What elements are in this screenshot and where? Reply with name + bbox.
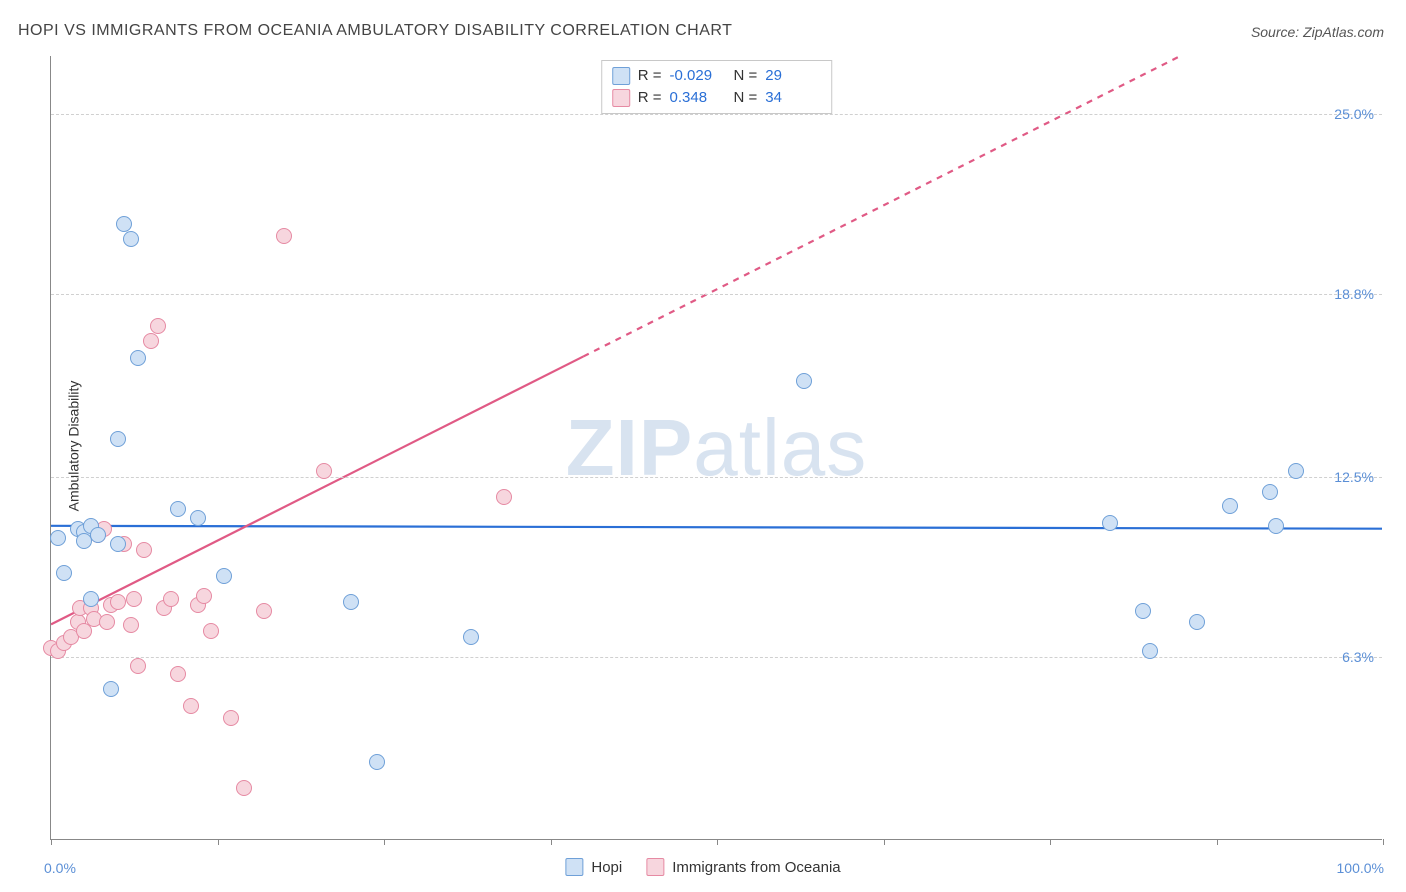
y-tick-label: 6.3% <box>1342 649 1374 665</box>
oceania-point <box>150 318 166 334</box>
legend-row-hopi: R = -0.029 N = 29 <box>612 65 822 87</box>
oceania-point <box>256 603 272 619</box>
oceania-point <box>170 666 186 682</box>
source-attribution: Source: ZipAtlas.com <box>1251 24 1384 40</box>
hopi-point <box>1262 484 1278 500</box>
hopi-point <box>463 629 479 645</box>
hopi-point <box>1102 515 1118 531</box>
swatch-hopi <box>565 858 583 876</box>
legend-label-oceania: Immigrants from Oceania <box>672 859 840 876</box>
series-legend: Hopi Immigrants from Oceania <box>565 858 840 876</box>
oceania-point <box>110 594 126 610</box>
gridline <box>51 477 1382 478</box>
legend-row-oceania: R = 0.348 N = 34 <box>612 87 822 109</box>
hopi-point <box>170 501 186 517</box>
hopi-point <box>216 568 232 584</box>
hopi-point <box>369 754 385 770</box>
hopi-point <box>123 231 139 247</box>
x-tick <box>551 839 552 845</box>
y-tick-label: 18.8% <box>1334 286 1374 302</box>
plot-area: ZIPatlas R = -0.029 N = 29 R = 0.348 N =… <box>50 56 1382 840</box>
r-value-hopi: -0.029 <box>670 65 726 87</box>
hopi-point <box>1142 643 1158 659</box>
oceania-point <box>143 333 159 349</box>
hopi-point <box>130 350 146 366</box>
watermark: ZIPatlas <box>566 402 867 494</box>
x-tick <box>884 839 885 845</box>
gridline <box>51 657 1382 658</box>
hopi-point <box>1189 614 1205 630</box>
x-tick <box>51 839 52 845</box>
y-tick-label: 12.5% <box>1334 469 1374 485</box>
oceania-point <box>196 588 212 604</box>
watermark-bold: ZIP <box>566 403 693 492</box>
x-tick <box>218 839 219 845</box>
oceania-point <box>183 698 199 714</box>
gridline <box>51 114 1382 115</box>
hopi-point <box>1268 518 1284 534</box>
oceania-point <box>130 658 146 674</box>
hopi-point <box>1135 603 1151 619</box>
swatch-hopi <box>612 67 630 85</box>
r-value-oceania: 0.348 <box>670 87 726 109</box>
x-max-label: 100.0% <box>1337 860 1384 876</box>
n-label: N = <box>734 87 758 109</box>
oceania-point <box>236 780 252 796</box>
oceania-point <box>223 710 239 726</box>
hopi-point <box>103 681 119 697</box>
r-label: R = <box>638 87 662 109</box>
oceania-point <box>126 591 142 607</box>
correlation-legend: R = -0.029 N = 29 R = 0.348 N = 34 <box>601 60 833 114</box>
legend-label-hopi: Hopi <box>591 859 622 876</box>
oceania-point <box>276 228 292 244</box>
oceania-point <box>123 617 139 633</box>
hopi-point <box>83 591 99 607</box>
hopi-point <box>110 431 126 447</box>
hopi-point <box>56 565 72 581</box>
x-tick <box>384 839 385 845</box>
x-min-label: 0.0% <box>44 860 76 876</box>
legend-item-hopi: Hopi <box>565 858 622 876</box>
trend-lines <box>51 56 1382 839</box>
x-tick <box>1050 839 1051 845</box>
n-value-oceania: 34 <box>765 87 821 109</box>
hopi-point <box>1222 498 1238 514</box>
oceania-point <box>496 489 512 505</box>
gridline <box>51 294 1382 295</box>
hopi-point <box>1288 463 1304 479</box>
oceania-point <box>163 591 179 607</box>
chart-title: HOPI VS IMMIGRANTS FROM OCEANIA AMBULATO… <box>18 22 732 40</box>
hopi-point <box>90 527 106 543</box>
y-tick-label: 25.0% <box>1334 106 1374 122</box>
oceania-point <box>203 623 219 639</box>
swatch-oceania <box>646 858 664 876</box>
oceania-point <box>136 542 152 558</box>
x-tick <box>1217 839 1218 845</box>
watermark-light: atlas <box>693 403 867 492</box>
n-value-hopi: 29 <box>765 65 821 87</box>
hopi-point <box>50 530 66 546</box>
hopi-point <box>343 594 359 610</box>
r-label: R = <box>638 65 662 87</box>
hopi-point <box>190 510 206 526</box>
swatch-oceania <box>612 89 630 107</box>
n-label: N = <box>734 65 758 87</box>
legend-item-oceania: Immigrants from Oceania <box>646 858 840 876</box>
hopi-point <box>796 373 812 389</box>
hopi-point <box>110 536 126 552</box>
x-tick <box>1383 839 1384 845</box>
oceania-point <box>99 614 115 630</box>
oceania-point <box>316 463 332 479</box>
x-tick <box>717 839 718 845</box>
